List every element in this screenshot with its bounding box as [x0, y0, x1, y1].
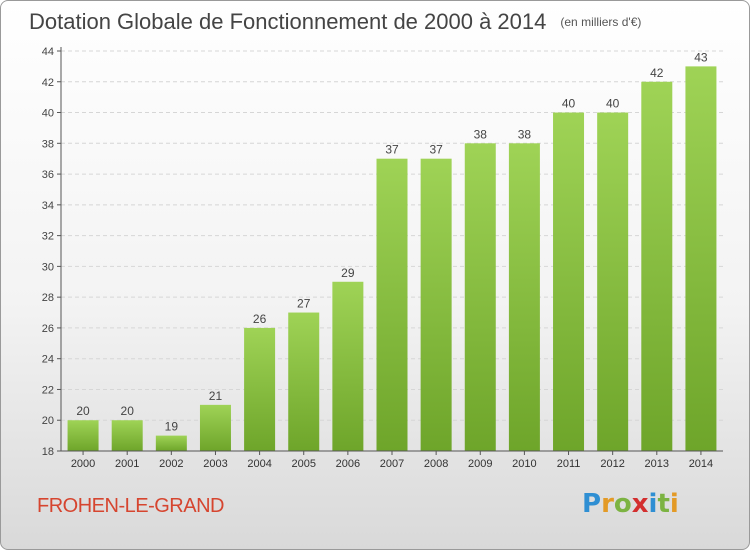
chart-title-text: Dotation Globale de Fonctionnement de 20…: [29, 9, 547, 34]
x-tick-label: 2011: [557, 458, 581, 470]
y-tick-label: 22: [42, 384, 54, 396]
bar-2001: [111, 420, 143, 451]
x-tick-label: 2000: [71, 458, 95, 470]
x-tick-label: 2002: [159, 458, 183, 470]
bar-2005: [288, 312, 320, 451]
x-tick-label: 2008: [424, 458, 448, 470]
value-labels: 20 20 19 21 26 27 29 37 37 38 38 40 40 42 43: [76, 50, 708, 433]
y-tick-label: 44: [42, 46, 54, 58]
y-tick-label: 26: [42, 323, 54, 335]
chart-subtitle: (en milliers d'€): [560, 15, 642, 29]
value-label: 20: [121, 404, 135, 418]
value-label: 20: [76, 404, 90, 418]
value-label: 29: [341, 266, 355, 280]
y-tick-label: 42: [42, 77, 54, 89]
y-tick-label: 34: [42, 200, 54, 212]
y-tick-label: 28: [42, 292, 54, 304]
x-tick-label: 2006: [336, 458, 360, 470]
y-tick-labels: 18 20 22 24 26 28 30 32 34 36 38 40 42 44: [42, 46, 54, 458]
y-tick-label: 24: [42, 354, 54, 366]
y-tick-label: 38: [42, 138, 54, 150]
value-label: 37: [429, 143, 443, 157]
chart-title: Dotation Globale de Fonctionnement de 20…: [29, 9, 641, 35]
value-label: 40: [606, 97, 620, 111]
x-tick-label: 2010: [512, 458, 536, 470]
value-label: 42: [650, 66, 664, 80]
bar-2000: [67, 420, 99, 451]
x-tick-label: 2001: [115, 458, 139, 470]
x-tick-label: 2013: [645, 458, 669, 470]
bar-2009: [464, 143, 496, 452]
value-label: 19: [165, 420, 179, 434]
bar-2013: [641, 81, 673, 452]
value-label: 26: [253, 312, 267, 326]
bar-2011: [553, 112, 585, 452]
bar-2006: [332, 281, 364, 451]
bars-group: [67, 66, 717, 452]
x-tick-label: 2014: [689, 458, 713, 470]
axes: [57, 47, 723, 455]
value-label: 27: [297, 297, 311, 311]
x-tick-label: 2012: [600, 458, 624, 470]
value-label: 38: [474, 127, 488, 141]
y-tick-label: 18: [42, 446, 54, 458]
y-tick-label: 40: [42, 108, 54, 120]
bar-2014: [685, 66, 717, 451]
y-tick-label: 36: [42, 169, 54, 181]
x-tick-label: 2005: [291, 458, 315, 470]
proxiti-logo[interactable]: Proxiti: [582, 489, 679, 519]
value-label: 38: [518, 127, 532, 141]
value-label: 40: [562, 97, 576, 111]
value-label: 37: [385, 143, 399, 157]
y-tick-label: 20: [42, 415, 54, 427]
x-tick-label: 2007: [380, 458, 404, 470]
x-tick-label: 2009: [468, 458, 492, 470]
x-tick-label: 2004: [247, 458, 271, 470]
bar-2004: [244, 327, 276, 451]
bar-2010: [508, 143, 540, 452]
commune-name: FROHEN-LE-GRAND: [37, 495, 224, 517]
y-tick-label: 30: [42, 261, 54, 273]
bar-2003: [199, 404, 231, 451]
bar-2012: [597, 112, 629, 452]
value-label: 43: [694, 50, 708, 64]
bar-2007: [376, 158, 408, 451]
y-tick-label: 32: [42, 231, 54, 243]
x-tick-label: 2003: [203, 458, 227, 470]
bar-2008: [420, 158, 452, 451]
bar-2002: [155, 435, 187, 451]
x-tick-labels: 2000 2001 2002 2003 2004 2005 2006 2007 2008 2009…: [71, 458, 713, 470]
value-label: 21: [209, 389, 223, 403]
